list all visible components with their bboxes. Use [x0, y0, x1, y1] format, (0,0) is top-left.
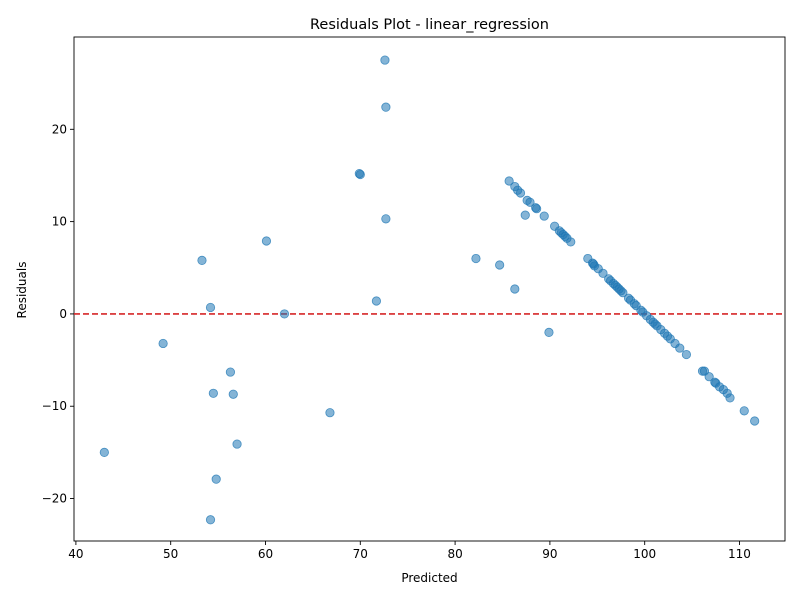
data-point: [739, 406, 749, 416]
x-tick-label: 110: [728, 547, 751, 561]
plot-area: [73, 36, 786, 542]
x-tick-label: 70: [353, 547, 368, 561]
data-point: [510, 284, 520, 294]
data-point: [205, 302, 216, 313]
x-axis-ticks: 40 50 60 70 80 90 100 110: [68, 541, 751, 561]
x-tick-label: 100: [633, 547, 656, 561]
data-point: [544, 327, 554, 337]
data-point: [495, 260, 505, 270]
data-point: [225, 367, 236, 377]
data-point: [504, 176, 514, 186]
data-point: [681, 349, 692, 360]
data-point: [205, 515, 216, 525]
data-point: [532, 204, 542, 214]
x-tick-label: 60: [258, 547, 273, 561]
x-axis-label: Predicted: [401, 571, 457, 585]
x-tick-label: 40: [68, 547, 83, 561]
data-point: [380, 55, 390, 65]
data-point: [371, 296, 382, 306]
data-point: [381, 102, 391, 112]
data-point: [355, 169, 365, 180]
data-point: [208, 388, 218, 398]
y-axis-ticks: −20 −10 0 10 20: [42, 122, 74, 506]
data-point: [211, 474, 221, 484]
data-point: [515, 188, 526, 198]
data-point: [381, 214, 391, 224]
y-axis-label: Residuals: [15, 262, 29, 319]
x-tick-label: 90: [542, 547, 557, 561]
x-tick-label: 50: [163, 547, 178, 561]
y-tick-label: 0: [59, 307, 67, 321]
data-point: [99, 447, 109, 457]
data-point: [598, 268, 608, 278]
y-tick-label: 10: [52, 215, 67, 229]
y-tick-label: 20: [52, 122, 67, 136]
data-point: [471, 253, 481, 264]
data-point: [525, 197, 535, 207]
plot-frame: [73, 36, 786, 542]
data-point: [232, 439, 242, 449]
data-point: [539, 211, 549, 221]
y-tick-label: −20: [42, 492, 67, 506]
data-point: [261, 236, 272, 246]
data-point: [325, 408, 335, 418]
x-tick-label: 80: [447, 547, 462, 561]
data-point: [158, 338, 168, 349]
data-point: [566, 237, 576, 247]
chart-title: Residuals Plot - linear_regression: [310, 17, 549, 33]
points-layer: [99, 55, 760, 525]
data-point: [279, 309, 290, 319]
data-point: [750, 416, 760, 426]
data-point: [618, 288, 628, 298]
data-point: [228, 389, 238, 399]
data-point: [520, 210, 530, 220]
y-tick-label: −10: [42, 399, 67, 413]
data-point: [725, 393, 735, 403]
data-point: [704, 372, 714, 382]
data-point: [675, 343, 685, 353]
data-point: [197, 255, 207, 265]
